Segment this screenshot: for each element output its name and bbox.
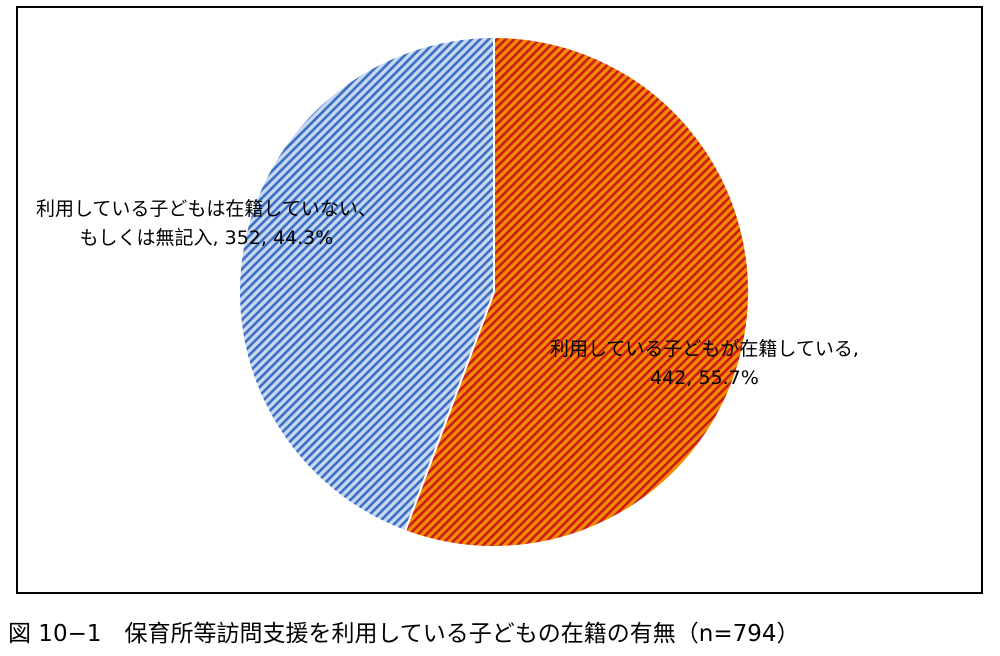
slice-label-not-enrolled-line1: 利用している子どもは在籍していない、: [36, 198, 377, 220]
slice-label-not-enrolled: 利用している子どもは在籍していない、 もしくは無記入, 352, 44.3%: [36, 195, 377, 253]
pie-slice-2: [238, 35, 495, 533]
pie-slice-1: [403, 35, 750, 548]
slice-label-enrolled-line2: 442, 55.7%: [650, 367, 759, 389]
pie-chart: [238, 35, 750, 548]
slice-label-enrolled: 利用している子どもが在籍している, 442, 55.7%: [550, 335, 859, 393]
slice-label-not-enrolled-line2: もしくは無記入, 352, 44.3%: [79, 227, 334, 249]
slice-label-enrolled-line1: 利用している子どもが在籍している,: [550, 338, 859, 360]
figure-caption: 図 10−1 保育所等訪問支援を利用している子どもの在籍の有無（n=794）: [8, 621, 800, 647]
